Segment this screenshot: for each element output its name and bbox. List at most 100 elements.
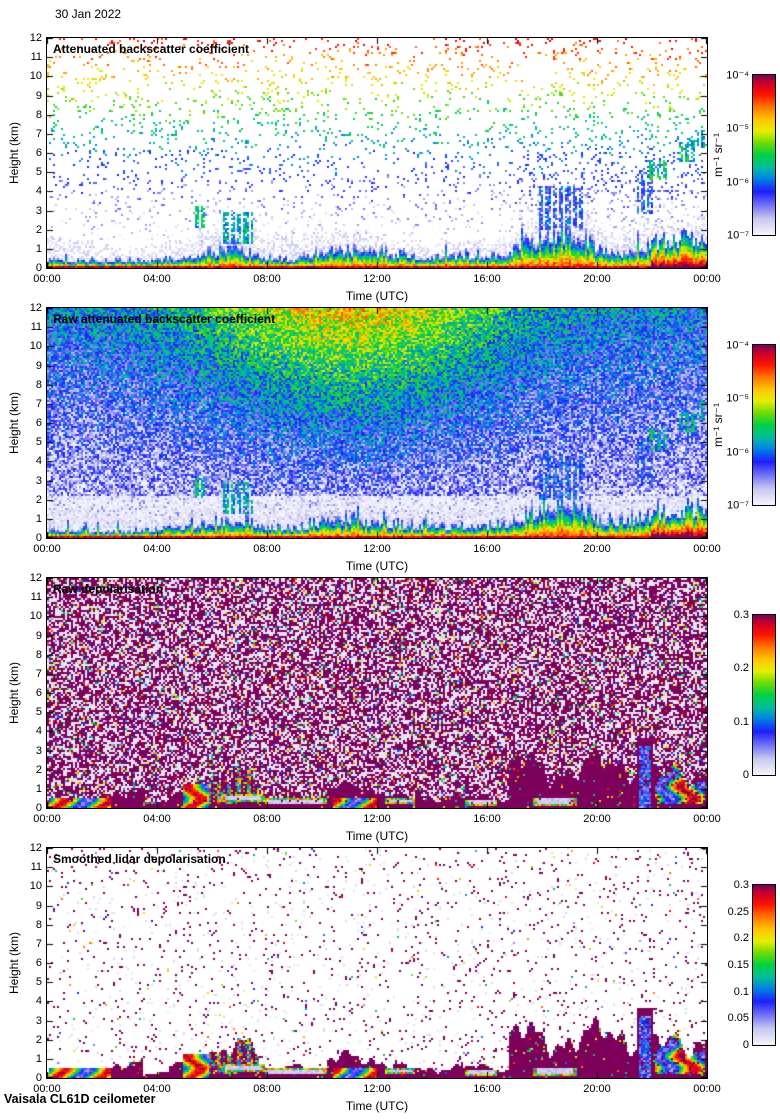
colorbar-unit-label: m⁻¹ sr⁻¹ (711, 403, 725, 447)
y-tick-label: 10 (29, 340, 42, 353)
x-tick-label: 12:00 (363, 1083, 391, 1095)
x-tick-label: 04:00 (143, 813, 171, 825)
x-tick-label: 00:00 (33, 813, 61, 825)
colorbar-tick-label: 10⁻⁴ (726, 339, 749, 352)
colorbar-tick-label: 10⁻⁴ (726, 69, 749, 82)
colorbar-tick-label: 10⁻⁵ (726, 122, 749, 135)
x-tick-label: 16:00 (473, 543, 501, 555)
x-tick-label: 00:00 (693, 543, 721, 555)
x-tick-label: 20:00 (583, 1083, 611, 1095)
x-tick-label: 00:00 (33, 543, 61, 555)
x-tick-label: 16:00 (473, 813, 501, 825)
y-tick-label: 11 (30, 51, 42, 64)
y-tick-label: 10 (29, 880, 42, 893)
colorbar-tick-label: 10⁻⁷ (726, 229, 749, 242)
y-tick-label: 4 (35, 455, 42, 468)
y-tick-label: 4 (35, 185, 42, 198)
y-tick-label: 9 (35, 899, 42, 912)
colorbar-tick-label: 0.05 (727, 1012, 749, 1025)
panel-title-raw-depolarisation: Raw depolarisation (53, 582, 164, 596)
x-axis-label: Time (UTC) (345, 559, 409, 573)
y-tick-label: 1 (35, 242, 42, 255)
y-tick-label: 11 (30, 321, 42, 334)
colorbar-raw-attenuated-backscatter (752, 344, 776, 506)
y-axis-label: Height (km) (7, 931, 21, 995)
y-tick-label: 0 (35, 1072, 42, 1084)
x-tick-label: 04:00 (143, 273, 171, 285)
colorbar-tick-label: 0.3 (733, 609, 749, 621)
y-tick-label: 2 (35, 763, 42, 776)
y-tick-label: 7 (35, 397, 42, 410)
y-tick-label: 4 (35, 725, 42, 738)
x-tick-label: 20:00 (583, 273, 611, 285)
panel-canvas-raw-attenuated-backscatter (46, 307, 708, 539)
x-tick-label: 00:00 (33, 1083, 61, 1095)
x-axis-label: Time (UTC) (345, 1099, 409, 1113)
colorbar-tick-label: 0.2 (733, 662, 749, 675)
y-tick-label: 11 (30, 861, 42, 874)
y-tick-label: 8 (35, 378, 42, 391)
y-axis-label: Height (km) (7, 391, 21, 455)
y-tick-label: 2 (35, 1033, 42, 1046)
x-axis-label: Time (UTC) (345, 289, 409, 303)
y-tick-label: 0 (35, 802, 42, 814)
x-tick-label: 12:00 (363, 813, 391, 825)
colorbar-tick-label: 0.1 (733, 715, 749, 728)
y-tick-label: 5 (35, 436, 42, 449)
y-tick-label: 7 (35, 667, 42, 680)
colorbar-tick-label: 10⁻⁶ (726, 446, 749, 459)
x-tick-label: 00:00 (693, 1083, 721, 1095)
panel-title-smoothed-depolarisation: Smoothed lidar depolarisation (53, 852, 226, 866)
date-label: 30 Jan 2022 (55, 7, 122, 21)
x-tick-label: 20:00 (583, 813, 611, 825)
colorbar-tick-label: 0 (742, 1039, 749, 1051)
colorbar-unit-label: m⁻¹ sr⁻¹ (711, 133, 725, 177)
panel-title-attenuated-backscatter: Attenuated backscatter coefficient (53, 42, 250, 56)
y-tick-label: 7 (35, 937, 42, 950)
y-tick-label: 2 (35, 223, 42, 236)
y-tick-label: 10 (29, 70, 42, 83)
y-tick-label: 5 (35, 976, 42, 989)
x-tick-label: 00:00 (693, 273, 721, 285)
y-tick-label: 8 (35, 108, 42, 121)
y-tick-label: 3 (35, 1014, 42, 1027)
x-tick-label: 04:00 (143, 1083, 171, 1095)
y-tick-label: 8 (35, 648, 42, 661)
instrument-label: Vaisala CL61D ceilometer (4, 1092, 156, 1106)
x-axis-label: Time (UTC) (345, 829, 409, 843)
colorbar-tick-label: 0.1 (733, 985, 749, 998)
y-tick-label: 12 (29, 32, 42, 44)
y-axis-label: Height (km) (7, 661, 21, 725)
y-tick-label: 9 (35, 89, 42, 102)
y-tick-label: 10 (29, 610, 42, 623)
panel-canvas-raw-depolarisation (46, 577, 708, 809)
x-tick-label: 00:00 (693, 813, 721, 825)
y-tick-label: 7 (35, 127, 42, 140)
x-tick-label: 16:00 (473, 273, 501, 285)
y-tick-label: 0 (35, 532, 42, 544)
colorbar-tick-label: 0.25 (727, 905, 749, 918)
panel-title-raw-attenuated-backscatter: Raw attenuated backscatter coefficient (53, 312, 276, 326)
colorbar-tick-label: 0 (742, 769, 749, 781)
y-axis-label: Height (km) (7, 121, 21, 185)
y-tick-label: 3 (35, 744, 42, 757)
y-tick-label: 6 (35, 147, 42, 159)
x-tick-label: 08:00 (253, 543, 281, 555)
y-tick-label: 11 (30, 591, 42, 604)
y-tick-label: 1 (35, 1052, 42, 1065)
colorbar-tick-label: 10⁻⁶ (726, 176, 749, 189)
x-tick-label: 12:00 (363, 273, 391, 285)
x-tick-label: 12:00 (363, 543, 391, 555)
y-tick-label: 6 (35, 417, 42, 429)
x-tick-label: 00:00 (33, 273, 61, 285)
y-tick-label: 12 (29, 302, 42, 314)
colorbar-tick-label: 0.15 (727, 959, 749, 971)
y-tick-label: 12 (29, 572, 42, 584)
colorbar-attenuated-backscatter (752, 74, 776, 236)
colorbar-raw-depolarisation (752, 614, 776, 776)
colorbar-tick-label: 10⁻⁵ (726, 392, 749, 405)
y-tick-label: 5 (35, 166, 42, 179)
y-tick-label: 3 (35, 204, 42, 217)
colorbar-tick-label: 0.3 (733, 879, 749, 891)
